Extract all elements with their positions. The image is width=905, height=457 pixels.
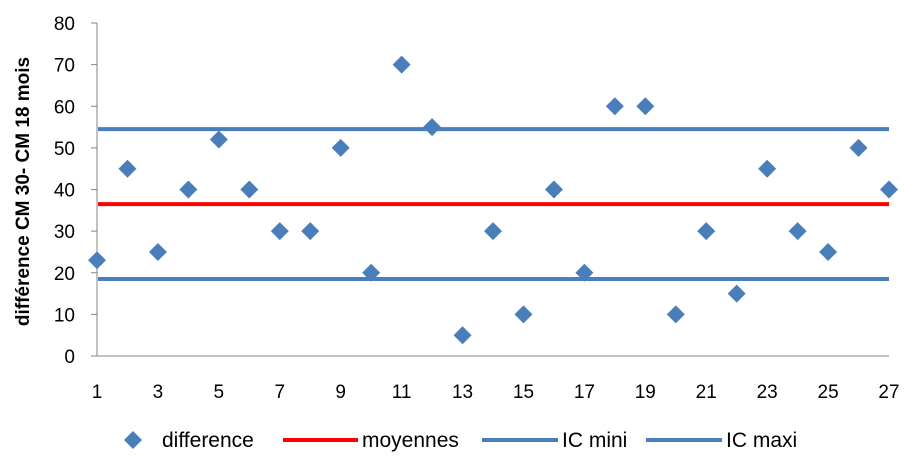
y-tick-label: 70: [54, 56, 75, 77]
data-point: [666, 305, 685, 324]
data-point: [240, 180, 259, 199]
data-point: [575, 263, 594, 282]
data-point: [514, 305, 533, 324]
data-point: [484, 222, 502, 241]
data-point: [362, 263, 381, 282]
data-point: [148, 242, 167, 261]
data-point: [179, 180, 198, 199]
reference-lines: [98, 127, 889, 281]
y-tick-label: 10: [54, 305, 75, 326]
data-point: [331, 138, 350, 157]
x-tick-label: 17: [574, 382, 595, 403]
legend-marker-difference: [124, 431, 142, 449]
x-tick-label: 5: [214, 382, 225, 403]
x-tick-label: 13: [452, 382, 473, 403]
data-point: [301, 222, 320, 241]
x-tick-label: 15: [513, 382, 534, 403]
y-tick-label: 30: [54, 222, 75, 243]
x-tick-label: 7: [274, 382, 285, 403]
data-point: [819, 242, 838, 261]
data-point: [270, 222, 289, 241]
y-tick-labels: 0 10 20 30 40 50 60 70 80: [54, 14, 97, 368]
data-point: [88, 251, 106, 270]
data-point: [727, 284, 746, 303]
y-tick-label: 0: [64, 347, 75, 368]
x-tick-label: 9: [335, 382, 346, 403]
data-point: [423, 118, 442, 137]
data-points: [88, 55, 898, 345]
data-point: [118, 159, 137, 178]
x-tick-label: 19: [635, 382, 656, 403]
data-point: [880, 180, 898, 199]
x-tick-label: 3: [153, 382, 164, 403]
data-point: [605, 97, 624, 116]
y-tick-label: 50: [54, 139, 75, 160]
y-tick-label: 20: [54, 264, 75, 285]
data-point: [544, 180, 563, 199]
x-tick-label: 1: [92, 382, 103, 403]
y-axis-label: différence CM 30- CM 18 mois: [13, 57, 34, 326]
x-tick-label: 21: [696, 382, 717, 403]
x-tick-label: 23: [757, 382, 778, 403]
legend-label: moyennes: [362, 429, 459, 452]
data-point: [697, 222, 716, 241]
y-tick-label: 60: [54, 97, 75, 118]
data-point: [849, 138, 868, 157]
y-tick-label: 40: [54, 181, 75, 202]
data-point: [636, 97, 655, 116]
data-point: [758, 159, 777, 178]
x-tick-label: 27: [878, 382, 899, 403]
legend-label: IC mini: [562, 429, 627, 452]
legend-label: IC maxi: [726, 429, 797, 452]
x-tick-label: 11: [392, 382, 412, 403]
data-point: [453, 326, 472, 345]
y-tick-label: 80: [54, 14, 75, 35]
legend: difference moyennes IC mini IC maxi: [124, 429, 797, 452]
x-tick-label: 25: [818, 382, 839, 403]
x-tick-labels: 1 3 5 7 9 11 13 15 17 19 21 23 25 27: [92, 382, 900, 403]
legend-label: difference: [162, 429, 254, 452]
data-point: [392, 55, 411, 74]
data-point: [788, 222, 807, 241]
data-point: [209, 130, 228, 149]
axes: [96, 23, 889, 357]
